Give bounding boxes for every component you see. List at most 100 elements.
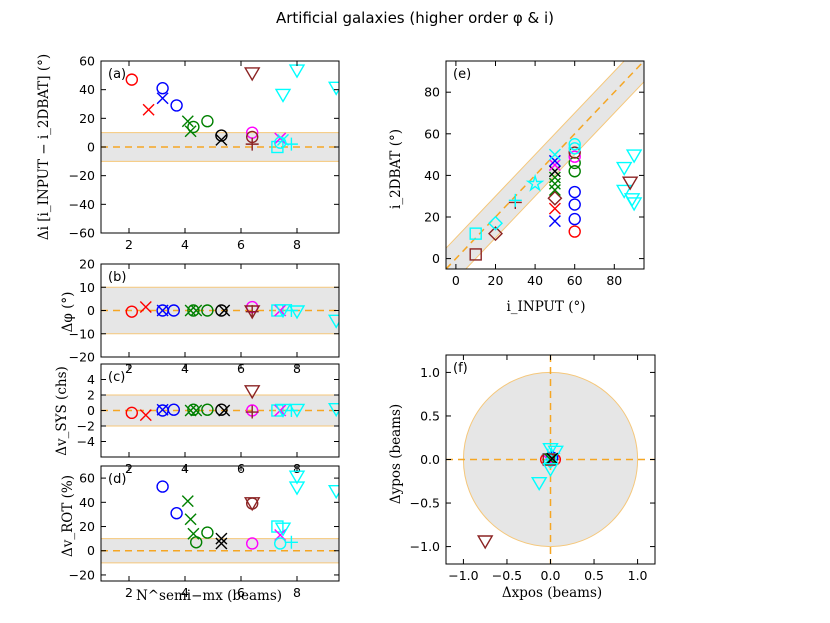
y-tick-label: 60 bbox=[424, 126, 440, 141]
y-tick-label: −2 bbox=[77, 419, 95, 434]
panel-e: 0 20 40 60 80 0 20 40 60 80 (e) bbox=[424, 60, 645, 288]
data-point bbox=[167, 403, 181, 416]
ylabel-b: Δφ (°) bbox=[60, 292, 76, 333]
y-tick-label: 0.0 bbox=[420, 452, 440, 467]
data-point bbox=[125, 305, 139, 318]
y-tick-label: 0 bbox=[87, 303, 95, 318]
y-tick-label: 0 bbox=[87, 543, 95, 558]
data-point bbox=[274, 88, 292, 103]
panel-label-c: (c) bbox=[108, 370, 125, 385]
axes-frame bbox=[445, 60, 645, 270]
data-point bbox=[288, 64, 306, 79]
x-tick-label: 1.0 bbox=[628, 568, 648, 583]
data-point bbox=[139, 409, 152, 422]
data-point bbox=[542, 463, 559, 478]
x-tick-label: 60 bbox=[567, 273, 583, 288]
y-tick-label: 0 bbox=[87, 403, 95, 418]
data-point bbox=[488, 226, 503, 242]
xlabel-d: N^semi−mx (beams) bbox=[136, 588, 282, 604]
plot-area-c bbox=[101, 385, 339, 427]
data-point bbox=[215, 532, 228, 545]
data-point bbox=[190, 304, 203, 317]
data-point bbox=[215, 537, 228, 550]
data-point bbox=[568, 198, 581, 211]
data-point bbox=[327, 485, 339, 500]
data-point bbox=[548, 202, 561, 215]
x-tick-label: 6 bbox=[237, 237, 245, 252]
data-point bbox=[184, 125, 197, 138]
data-point bbox=[547, 190, 563, 206]
data-point bbox=[243, 385, 261, 400]
data-point bbox=[181, 115, 194, 128]
data-point bbox=[215, 304, 228, 317]
data-point bbox=[327, 81, 339, 96]
data-point bbox=[184, 304, 197, 317]
data-point bbox=[288, 470, 306, 485]
y-tick-label: −60 bbox=[69, 226, 95, 241]
y-tick-label: 20 bbox=[79, 111, 95, 126]
data-point bbox=[187, 120, 200, 134]
data-point bbox=[288, 481, 306, 496]
ylabel-a: Δi [i_INPUT − i_2DBAT] (°) bbox=[36, 54, 52, 240]
x-tick-label: 20 bbox=[488, 273, 504, 288]
x-tick-label: 0.5 bbox=[584, 568, 604, 583]
data-point bbox=[156, 82, 169, 95]
data-point bbox=[170, 99, 183, 112]
xlabel-e: i_INPUT (°) bbox=[506, 299, 585, 315]
data-point bbox=[546, 452, 559, 465]
data-point bbox=[568, 225, 581, 238]
x-tick-label: 8 bbox=[293, 237, 301, 252]
data-point bbox=[284, 137, 298, 151]
y-tick-label: 80 bbox=[424, 85, 440, 100]
data-point bbox=[189, 536, 203, 549]
data-point bbox=[568, 165, 581, 178]
data-point bbox=[156, 92, 169, 105]
data-point bbox=[181, 495, 194, 508]
data-point bbox=[548, 165, 561, 178]
data-point bbox=[156, 304, 169, 317]
data-point bbox=[542, 442, 559, 458]
data-point bbox=[469, 227, 482, 240]
panel-label-f: (f) bbox=[453, 361, 468, 376]
panel-a: 2 4 6 8 −60 −40 −20 0 20 40 60 (a) bbox=[69, 54, 340, 252]
y-tick-label: −1.0 bbox=[410, 539, 440, 554]
data-point bbox=[167, 304, 181, 317]
data-point bbox=[245, 537, 259, 550]
x-tick-label: 2 bbox=[125, 237, 133, 252]
x-tick-label: 6 bbox=[237, 585, 245, 600]
data-point bbox=[568, 137, 581, 151]
data-point bbox=[274, 537, 287, 550]
data-point bbox=[218, 304, 231, 317]
data-point bbox=[568, 156, 581, 170]
x-tick-label: 2 bbox=[125, 585, 133, 600]
data-point bbox=[187, 403, 200, 416]
y-tick-label: 40 bbox=[424, 168, 440, 183]
data-point bbox=[156, 480, 169, 493]
data-point bbox=[568, 212, 581, 226]
plot-area-a bbox=[101, 64, 339, 162]
data-point bbox=[548, 215, 561, 228]
x-tick-label: 4 bbox=[181, 237, 189, 252]
data-point bbox=[548, 148, 561, 161]
x-tick-label: 80 bbox=[606, 273, 622, 288]
y-tick-label: 0 bbox=[432, 251, 440, 266]
y-tick-label: 60 bbox=[79, 471, 95, 486]
panel-label-b: (b) bbox=[108, 270, 126, 285]
data-point bbox=[568, 150, 581, 163]
axes-frame bbox=[100, 465, 340, 582]
panel-label-a: (a) bbox=[108, 67, 126, 82]
data-point bbox=[142, 103, 155, 116]
plot-area-b bbox=[101, 286, 339, 335]
data-point bbox=[548, 159, 561, 171]
data-point bbox=[201, 526, 214, 539]
data-point bbox=[476, 535, 494, 550]
tolerance-band bbox=[446, 61, 644, 269]
y-tick-label: 20 bbox=[424, 210, 440, 225]
data-point bbox=[284, 535, 298, 549]
data-point bbox=[548, 154, 561, 167]
y-tick-label: −10 bbox=[69, 326, 95, 341]
y-tick-label: 20 bbox=[79, 257, 95, 272]
data-point bbox=[615, 161, 633, 176]
y-tick-label: −4 bbox=[77, 434, 95, 449]
